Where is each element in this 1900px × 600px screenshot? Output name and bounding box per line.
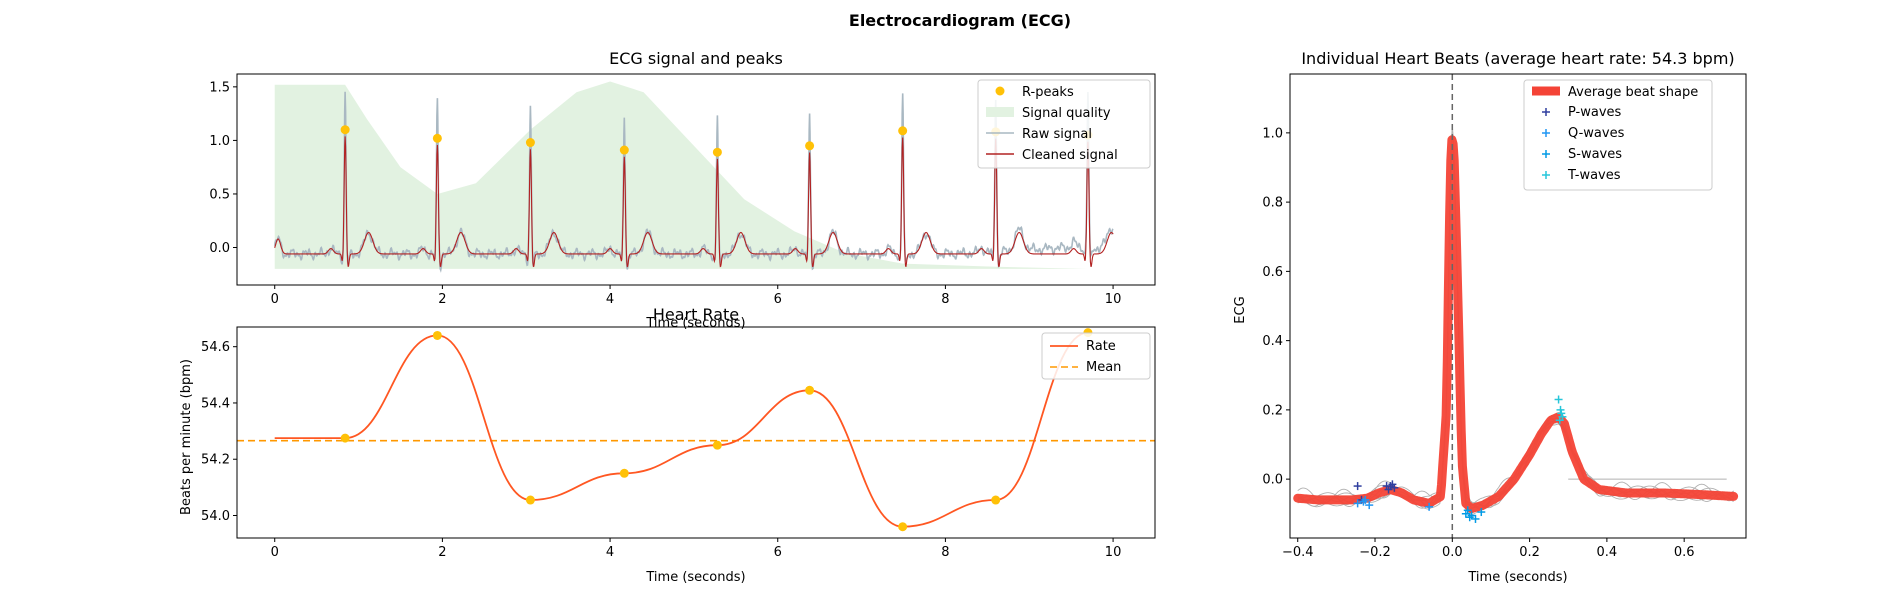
- rate-y-tick-label: 54.2: [201, 453, 230, 468]
- ecg-x-tick-label: 8: [941, 292, 949, 307]
- beats-x-tick-label: −0.2: [1359, 545, 1391, 560]
- legend-label: Q-waves: [1568, 126, 1625, 141]
- figure-title: Electrocardiogram (ECG): [849, 11, 1071, 30]
- r-peak-marker: [525, 138, 535, 148]
- r-peak-marker: [432, 133, 442, 143]
- beats-x-tick-label: 0.2: [1519, 545, 1540, 560]
- legend-label: S-waves: [1568, 147, 1622, 162]
- r-peak-marker: [898, 126, 908, 136]
- rate-y-tick-label: 54.4: [201, 396, 230, 411]
- raw-signal-line: [273, 91, 1114, 273]
- rate-point: [805, 385, 815, 395]
- legend-label: Average beat shape: [1568, 85, 1698, 100]
- ecg-x-tick-label: 10: [1105, 292, 1122, 307]
- individual-beat-line: [1297, 146, 1734, 506]
- rate-legend-box: [1041, 332, 1151, 380]
- beats-y-tick-label: 0.2: [1262, 403, 1283, 418]
- ecg-x-tick-label: 2: [438, 292, 446, 307]
- beats-plot-area: −0.4 −0.2 0.0 0.2 0.4 0.6 0.0 0.2 0.4 0.6 0.8 1.0 Av…: [1262, 73, 1747, 560]
- average-beat-line: [1293, 135, 1739, 514]
- rate-y-tick-label: 54.0: [201, 509, 230, 524]
- beats-legend-box: [1523, 79, 1713, 191]
- legend-label: Cleaned signal: [1022, 148, 1118, 163]
- ecg-y-tick-label: 0.5: [209, 187, 230, 202]
- beats-x-tick-label: −0.4: [1282, 545, 1314, 560]
- beats-x-tick-label: 0.6: [1674, 545, 1695, 560]
- legend-label: Mean: [1086, 360, 1121, 375]
- ecg-signal-panel: ECG signal and peaks 0 2 4 6 8 10 0.0 0.5 1.0 1.5…: [209, 49, 1156, 331]
- rate-x-tick-label: 0: [271, 545, 279, 560]
- beats-y-axis-label: ECG: [1233, 296, 1248, 323]
- heart-beats-panel: Individual Heart Beats (average heart ra…: [1233, 49, 1747, 585]
- rate-legend: Rate Mean: [1041, 332, 1151, 380]
- rate-x-tick-label: 10: [1105, 545, 1122, 560]
- rate-axes-frame: [236, 326, 1156, 539]
- legend-label: Rate: [1086, 339, 1116, 354]
- rate-point: [340, 433, 350, 443]
- legend-label: R-peaks: [1022, 85, 1074, 100]
- rate-point: [619, 468, 629, 478]
- individual-beat-line: [1297, 138, 1734, 509]
- beats-y-tick-label: 1.0: [1262, 126, 1283, 141]
- individual-beat-line: [1297, 139, 1734, 511]
- beats-x-tick-label: 0.0: [1442, 545, 1463, 560]
- r-peak-marker: [712, 147, 722, 157]
- ecg-x-tick-label: 4: [606, 292, 614, 307]
- beats-y-tick-label: 0.8: [1262, 196, 1283, 211]
- rate-point: [432, 330, 442, 340]
- rate-point: [525, 495, 535, 505]
- cleaned-signal-line: [274, 136, 1114, 268]
- ecg-y-tick-label: 1.0: [209, 134, 230, 149]
- beats-y-tick-label: 0.6: [1262, 265, 1283, 280]
- ecg-x-tick-label: 6: [774, 292, 782, 307]
- ecg-legend-box: [977, 79, 1151, 169]
- rate-y-axis-label: Beats per minute (bpm): [179, 359, 194, 515]
- rate-y-tick-label: 54.6: [201, 340, 230, 355]
- rate-x-tick-label: 4: [606, 545, 614, 560]
- individual-beat-line: [1297, 136, 1734, 510]
- legend-label: Signal quality: [1022, 106, 1111, 121]
- beats-panel-title: Individual Heart Beats (average heart ra…: [1301, 49, 1734, 68]
- rate-x-axis-label: Time (seconds): [645, 570, 745, 585]
- ecg-y-tick-label: 0.0: [209, 241, 230, 256]
- ecg-panel-title: ECG signal and peaks: [609, 49, 783, 68]
- beats-y-tick-label: 0.4: [1262, 334, 1283, 349]
- r-peak-marker: [619, 145, 629, 155]
- heart-rate-panel: Heart Rate 0 2 4 6 8 10 54.0 54.2 54.4 54.6 Rate Me…: [179, 305, 1156, 585]
- rate-plot-area: 0 2 4 6 8 10 54.0 54.2 54.4 54.6 Rate Mean: [201, 326, 1156, 560]
- rate-panel-title: Heart Rate: [653, 305, 739, 324]
- rate-x-tick-label: 2: [438, 545, 446, 560]
- rate-point: [898, 522, 908, 532]
- legend-label: P-waves: [1568, 105, 1622, 120]
- beats-x-tick-label: 0.4: [1597, 545, 1618, 560]
- r-peak-marker: [340, 125, 350, 135]
- rate-line: [274, 331, 1089, 528]
- rate-point: [712, 440, 722, 450]
- beats-axes-frame: [1289, 73, 1747, 539]
- legend-rpeak-marker: [995, 86, 1005, 96]
- legend-label: Raw signal: [1022, 127, 1092, 142]
- beats-y-tick-label: 0.0: [1262, 473, 1283, 488]
- rate-x-tick-label: 8: [941, 545, 949, 560]
- ecg-x-tick-label: 0: [271, 292, 279, 307]
- r-peak-marker: [805, 141, 815, 151]
- legend-label: T-waves: [1567, 168, 1621, 183]
- ecg-legend: R-peaks Signal quality Raw signal Cleaned s…: [977, 79, 1151, 169]
- rate-x-tick-label: 6: [774, 545, 782, 560]
- rate-point: [991, 495, 1001, 505]
- signal-quality-area: [274, 81, 1114, 269]
- legend-quality-patch: [986, 107, 1014, 117]
- beats-x-axis-label: Time (seconds): [1467, 570, 1567, 585]
- beats-legend: Average beat shape P-waves Q-waves S-waves T…: [1523, 79, 1713, 191]
- ecg-y-tick-label: 1.5: [209, 80, 230, 95]
- individual-beat-line: [1297, 148, 1734, 509]
- ecg-plot-area: 0 2 4 6 8 10 0.0 0.5 1.0 1.5 R-peaks Signal quality…: [209, 73, 1156, 307]
- ecg-axes-frame: [236, 73, 1156, 286]
